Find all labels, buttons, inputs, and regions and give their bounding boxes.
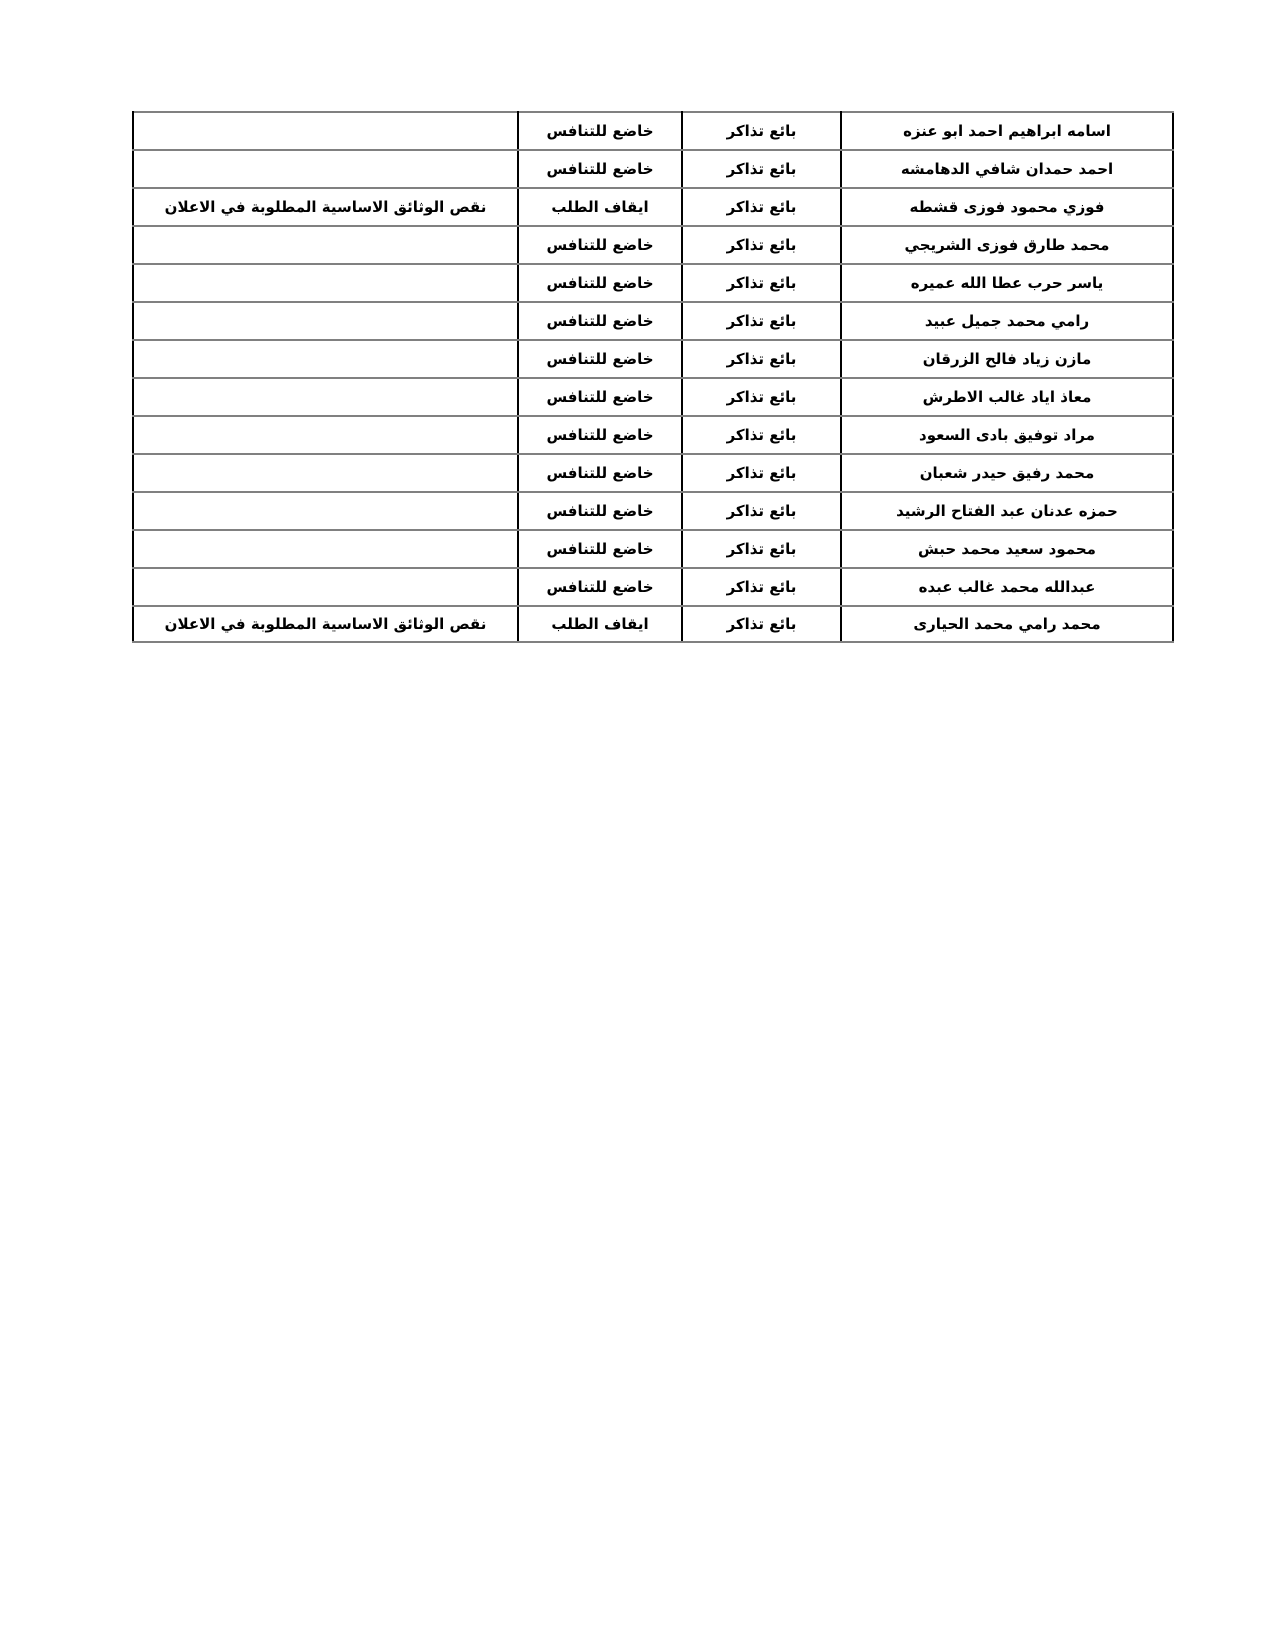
- status-cell: خاضع للتنافس: [517, 111, 683, 151]
- note-cell: [132, 491, 519, 531]
- status-cell: خاضع للتنافس: [517, 225, 683, 265]
- applicant-name-cell: رامي محمد جميل عبيد: [840, 301, 1174, 341]
- status-cell: خاضع للتنافس: [517, 263, 683, 303]
- job-title-cell: بائع تذاكر: [681, 339, 842, 379]
- table-row: مراد توفيق بادى السعود بائع تذاكر خاضع ل…: [132, 415, 1174, 455]
- applicant-name-cell: محمد رفيق حيدر شعبان: [840, 453, 1174, 493]
- note-cell: [132, 301, 519, 341]
- applicant-name-cell: محمد رامي محمد الحيارى: [840, 605, 1174, 643]
- applicant-name-cell: ياسر حرب عطا الله عميره: [840, 263, 1174, 303]
- job-title-cell: بائع تذاكر: [681, 149, 842, 189]
- job-title-cell: بائع تذاكر: [681, 415, 842, 455]
- note-cell: [132, 263, 519, 303]
- job-title-cell: بائع تذاكر: [681, 301, 842, 341]
- status-cell: خاضع للتنافس: [517, 301, 683, 341]
- status-cell: خاضع للتنافس: [517, 415, 683, 455]
- applicants-table-body: اسامه ابراهيم احمد ابو عنزه بائع تذاكر خ…: [132, 111, 1174, 643]
- applicant-name-cell: معاذ اياد غالب الاطرش: [840, 377, 1174, 417]
- note-cell: [132, 339, 519, 379]
- applicant-name-cell: اسامه ابراهيم احمد ابو عنزه: [840, 111, 1174, 151]
- job-title-cell: بائع تذاكر: [681, 263, 842, 303]
- note-cell: [132, 225, 519, 265]
- status-cell: ايقاف الطلب: [517, 605, 683, 643]
- applicant-name-cell: محمود سعيد محمد حبش: [840, 529, 1174, 569]
- status-cell: خاضع للتنافس: [517, 149, 683, 189]
- note-cell: [132, 567, 519, 607]
- table-row: احمد حمدان شافي الدهامشه بائع تذاكر خاضع…: [132, 149, 1174, 189]
- applicants-table: اسامه ابراهيم احمد ابو عنزه بائع تذاكر خ…: [132, 111, 1174, 643]
- note-cell: [132, 453, 519, 493]
- applicant-name-cell: مراد توفيق بادى السعود: [840, 415, 1174, 455]
- status-cell: ايقاف الطلب: [517, 187, 683, 227]
- job-title-cell: بائع تذاكر: [681, 529, 842, 569]
- note-cell: [132, 415, 519, 455]
- table-row: معاذ اياد غالب الاطرش بائع تذاكر خاضع لل…: [132, 377, 1174, 417]
- status-cell: خاضع للتنافس: [517, 491, 683, 531]
- table-row: ياسر حرب عطا الله عميره بائع تذاكر خاضع …: [132, 263, 1174, 303]
- note-cell: [132, 149, 519, 189]
- job-title-cell: بائع تذاكر: [681, 187, 842, 227]
- table-row: محمد رامي محمد الحيارى بائع تذاكر ايقاف …: [132, 605, 1174, 643]
- table-row: محمد طارق فوزى الشريجي بائع تذاكر خاضع ل…: [132, 225, 1174, 265]
- applicant-name-cell: فوزي محمود فوزى قشطه: [840, 187, 1174, 227]
- applicant-name-cell: حمزه عدنان عبد الفتاح الرشيد: [840, 491, 1174, 531]
- applicant-name-cell: مازن زياد فالح الزرقان: [840, 339, 1174, 379]
- status-cell: خاضع للتنافس: [517, 567, 683, 607]
- job-title-cell: بائع تذاكر: [681, 225, 842, 265]
- note-cell: نقص الوثائق الاساسية المطلوبة في الاعلان: [132, 187, 519, 227]
- job-title-cell: بائع تذاكر: [681, 491, 842, 531]
- table-row: محمود سعيد محمد حبش بائع تذاكر خاضع للتن…: [132, 529, 1174, 569]
- job-title-cell: بائع تذاكر: [681, 453, 842, 493]
- note-cell: [132, 111, 519, 151]
- applicant-name-cell: محمد طارق فوزى الشريجي: [840, 225, 1174, 265]
- table-row: محمد رفيق حيدر شعبان بائع تذاكر خاضع للت…: [132, 453, 1174, 493]
- status-cell: خاضع للتنافس: [517, 529, 683, 569]
- note-cell: نقص الوثائق الاساسية المطلوبة في الاعلان: [132, 605, 519, 643]
- status-cell: خاضع للتنافس: [517, 377, 683, 417]
- note-cell: [132, 529, 519, 569]
- table-row: مازن زياد فالح الزرقان بائع تذاكر خاضع ل…: [132, 339, 1174, 379]
- table-row: فوزي محمود فوزى قشطه بائع تذاكر ايقاف ال…: [132, 187, 1174, 227]
- job-title-cell: بائع تذاكر: [681, 567, 842, 607]
- applicant-name-cell: عبدالله محمد غالب عبده: [840, 567, 1174, 607]
- job-title-cell: بائع تذاكر: [681, 111, 842, 151]
- job-title-cell: بائع تذاكر: [681, 377, 842, 417]
- applicant-name-cell: احمد حمدان شافي الدهامشه: [840, 149, 1174, 189]
- status-cell: خاضع للتنافس: [517, 339, 683, 379]
- table-row: عبدالله محمد غالب عبده بائع تذاكر خاضع ل…: [132, 567, 1174, 607]
- table-row: اسامه ابراهيم احمد ابو عنزه بائع تذاكر خ…: [132, 111, 1174, 151]
- table-row: حمزه عدنان عبد الفتاح الرشيد بائع تذاكر …: [132, 491, 1174, 531]
- status-cell: خاضع للتنافس: [517, 453, 683, 493]
- table-row: رامي محمد جميل عبيد بائع تذاكر خاضع للتن…: [132, 301, 1174, 341]
- job-title-cell: بائع تذاكر: [681, 605, 842, 643]
- note-cell: [132, 377, 519, 417]
